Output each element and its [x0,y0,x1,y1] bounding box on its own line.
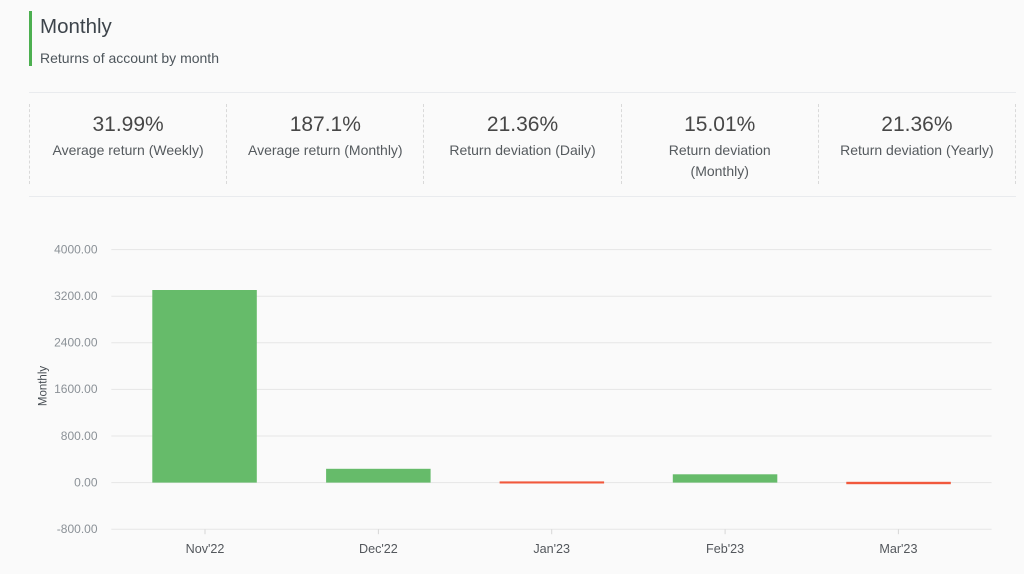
svg-text:Jan'23: Jan'23 [533,542,570,556]
svg-text:0.00: 0.00 [74,475,98,489]
svg-text:1600.00: 1600.00 [54,382,98,396]
svg-text:-800.00: -800.00 [57,522,98,536]
svg-text:Feb'23: Feb'23 [706,542,744,556]
svg-text:Monthly: Monthly [37,366,49,407]
svg-text:3200.00: 3200.00 [54,289,98,303]
svg-text:Mar'23: Mar'23 [879,542,917,556]
svg-text:2400.00: 2400.00 [54,336,98,350]
svg-text:800.00: 800.00 [61,429,98,443]
svg-text:Dec'22: Dec'22 [359,542,398,556]
svg-text:4000.00: 4000.00 [54,242,98,256]
svg-text:Nov'22: Nov'22 [186,542,225,556]
